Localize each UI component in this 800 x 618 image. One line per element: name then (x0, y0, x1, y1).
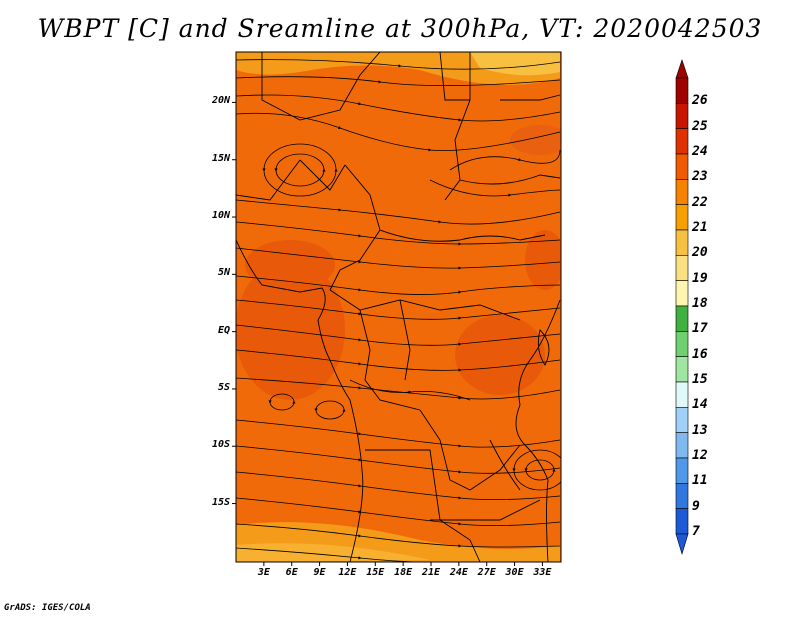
lat-label: 5S (217, 381, 230, 393)
lat-label: 15N (211, 152, 230, 164)
wbpt-warm-far-east (525, 230, 561, 290)
colorbar-segment (675, 128, 689, 155)
map-panel (236, 52, 561, 562)
latitude-ticks (232, 101, 236, 505)
colorbar-segment (675, 305, 689, 332)
wbpt-warm-northeast (510, 125, 561, 155)
colorbar-label: 17 (692, 321, 708, 337)
colorbar-label: 14 (692, 397, 708, 413)
wbpt-warm-east (455, 315, 545, 395)
colorbar-label: 24 (692, 144, 708, 159)
colorbar-label: 9 (692, 498, 700, 514)
colorbar-label: 21 (692, 220, 708, 235)
lat-label: EQ (217, 324, 230, 336)
colorbar-segment (675, 381, 689, 408)
wbpt-cooler-northeast (470, 52, 560, 76)
map-frame (235, 51, 562, 563)
colorbar-label: 18 (692, 296, 708, 311)
colorbar (675, 59, 689, 556)
colorbar-segment (675, 179, 689, 205)
chart-title: WBPT [C] and Sreamline at 300hPa, VT: 20… (37, 14, 763, 43)
colorbar-label: 26 (692, 93, 708, 109)
lon-label: 27E (477, 567, 496, 578)
lat-label: 20N (211, 95, 230, 107)
colorbar-label: 13 (692, 422, 708, 438)
colorbar-segment (675, 204, 689, 231)
colorbar-min-arrow (675, 533, 689, 556)
colorbar-label: 19 (692, 270, 708, 286)
lon-label: 21E (421, 567, 441, 578)
lon-label: 15E (366, 567, 385, 578)
lon-label: 18E (394, 567, 413, 578)
colorbar-segment (675, 457, 689, 484)
colorbar-segment (675, 229, 689, 256)
lon-label: 33E (533, 567, 552, 578)
lon-label: 30E (505, 567, 524, 578)
colorbar-label: 12 (692, 448, 708, 463)
colorbar-label: 16 (692, 346, 708, 362)
colorbar-segment (675, 103, 689, 129)
lon-label: 24E (449, 567, 468, 578)
colorbar-segment (675, 255, 689, 281)
colorbar-segment (675, 432, 689, 459)
colorbar-segment (675, 331, 689, 357)
wbpt-cooler-south (236, 543, 430, 562)
longitude-ticks (263, 562, 543, 566)
colorbar-label: 7 (692, 524, 700, 539)
lon-label: 12E (338, 567, 357, 578)
colorbar-segment (675, 153, 689, 180)
lon-label: 6E (285, 567, 298, 578)
colorbar-label: 23 (692, 169, 708, 185)
lon-label: 9E (313, 567, 326, 578)
colorbar-segment (675, 508, 689, 535)
lat-label: 15S (211, 496, 230, 508)
colorbar-segment (675, 407, 689, 433)
lat-label: 10N (211, 210, 230, 222)
streamlines (236, 59, 561, 562)
colorbar-label: 22 (692, 194, 708, 210)
colorbar-label: 25 (692, 118, 708, 134)
colorbar-label: 15 (692, 372, 708, 387)
lon-label: 3E (257, 567, 270, 578)
colorbar-segment (675, 483, 689, 509)
colorbar-segment (675, 356, 689, 383)
colorbar-segment (675, 280, 689, 307)
lat-label: 10S (211, 439, 230, 451)
colorbar-segment (675, 77, 689, 104)
wbpt-warm-west (236, 260, 345, 400)
colorbar-label: 11 (692, 473, 708, 489)
wbpt-warm-northwest (245, 240, 335, 290)
colorbar-max-arrow (675, 59, 689, 79)
credit-text: GrADS: IGES/COLA (4, 603, 91, 613)
colorbar-label: 20 (692, 245, 708, 261)
lat-label: 5N (217, 267, 230, 279)
